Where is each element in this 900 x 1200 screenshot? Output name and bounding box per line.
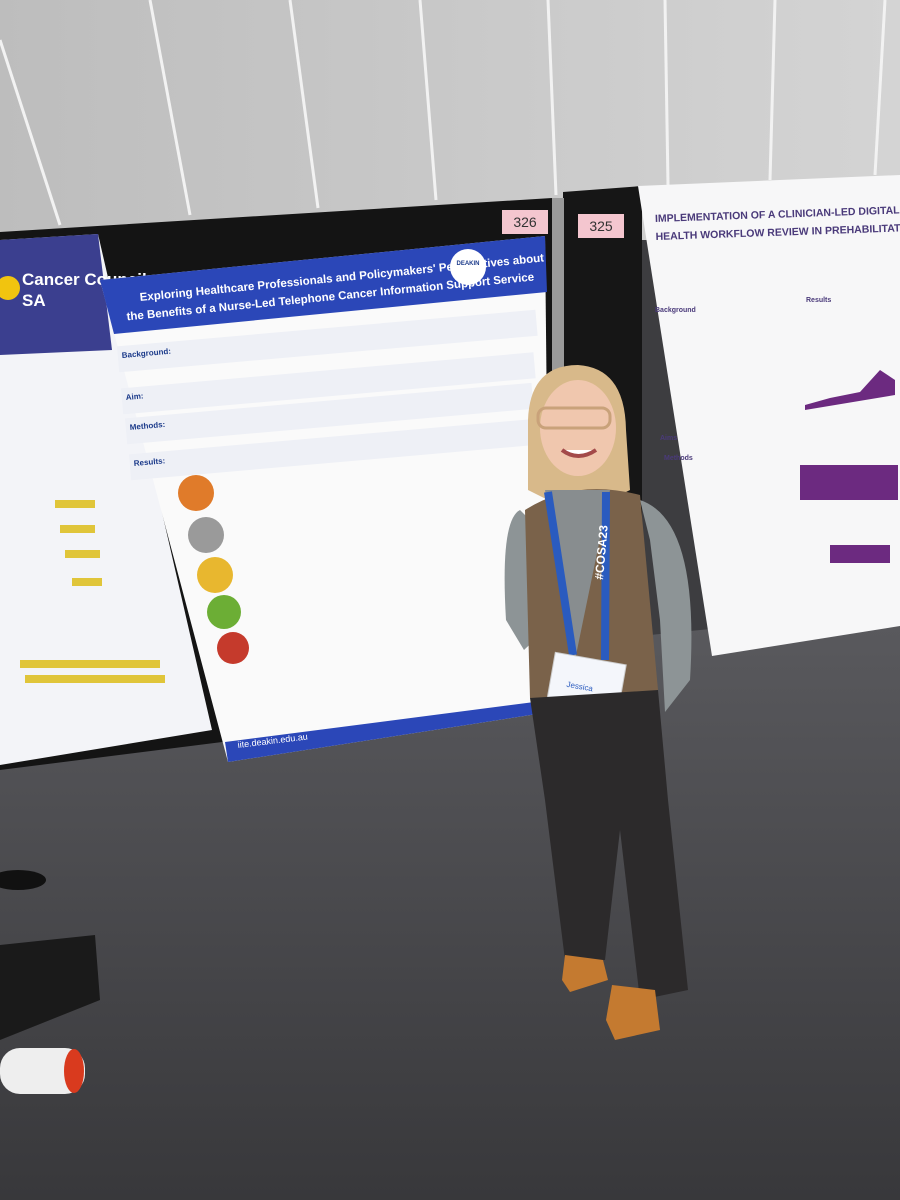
section-box <box>128 419 532 481</box>
org-region: SA <box>22 291 46 310</box>
section-label: Background: <box>121 347 171 360</box>
section-label: Methods <box>664 455 693 462</box>
right-poster <box>638 175 900 656</box>
section-label: Results: <box>133 456 165 468</box>
lanyard-text: #COSA23 <box>592 524 611 580</box>
left-poster <box>0 234 212 765</box>
deakin-logo <box>450 249 486 285</box>
booth-number: 325 <box>589 218 613 234</box>
center-poster-header <box>100 236 547 334</box>
logo-text: DEAKIN <box>456 261 479 267</box>
center-sections: Background: Aim: Methods: Results: <box>116 309 538 481</box>
section-label: Aim: <box>125 391 143 402</box>
section-box <box>124 382 534 445</box>
tube-cap <box>64 1049 84 1093</box>
right-sections: Background Aims Methods Results <box>655 297 831 462</box>
left-poster-header <box>0 234 112 355</box>
booth-number: 326 <box>513 214 537 230</box>
section-label: Methods: <box>129 420 165 432</box>
section-label: Aims <box>660 435 677 442</box>
section-label: Background <box>655 307 696 314</box>
bag <box>0 935 100 1040</box>
rolled-poster <box>0 1048 85 1094</box>
center-footer <box>225 700 550 762</box>
wall-seams <box>0 0 887 226</box>
carpet <box>0 610 900 1200</box>
section-box <box>116 309 538 373</box>
right-poster-charts <box>800 370 898 563</box>
person: #COSA23 Jessica <box>504 365 692 1040</box>
daffodil-logo <box>0 276 20 300</box>
section-label: Results <box>806 297 831 304</box>
section-box <box>120 352 536 415</box>
booth-tag <box>578 214 624 238</box>
left-poster-highlights <box>20 500 165 683</box>
shoe <box>0 870 46 890</box>
booth-tag <box>502 210 548 234</box>
theme-circles <box>178 475 249 664</box>
